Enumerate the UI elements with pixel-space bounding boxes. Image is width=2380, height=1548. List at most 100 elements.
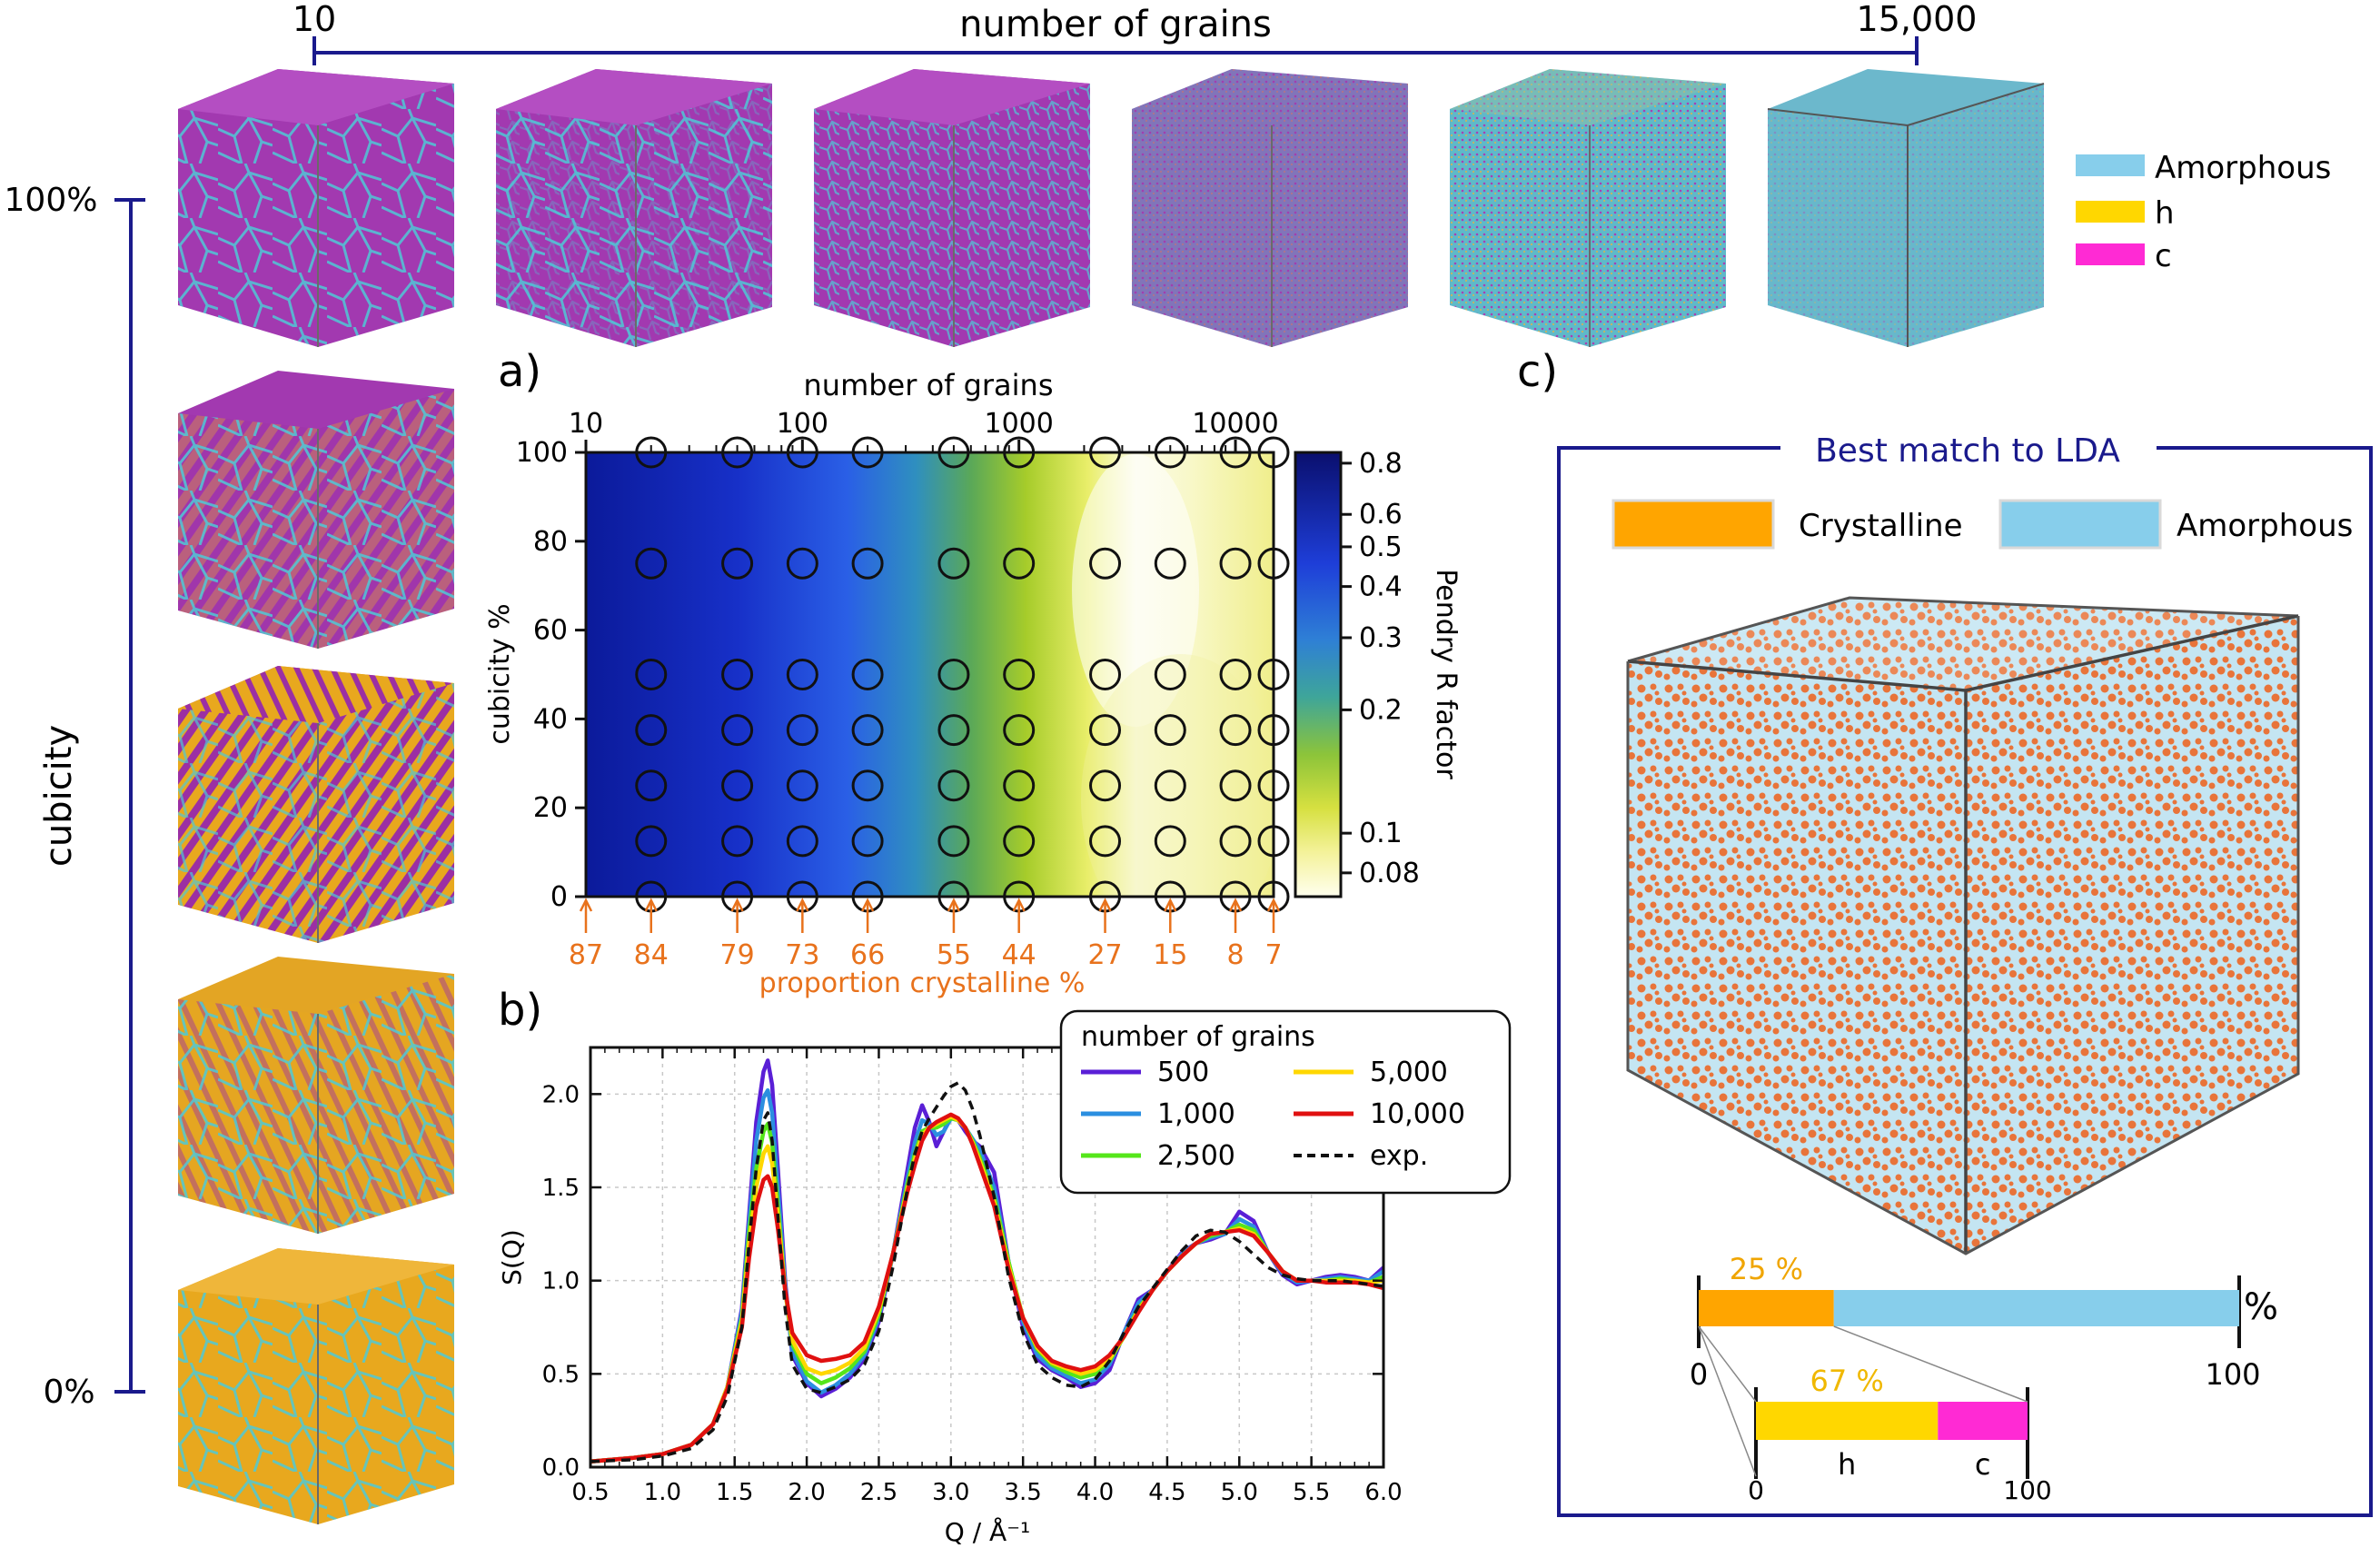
cube-cubicity-25 [178, 957, 454, 1234]
crystalline-pct-label: 66 [850, 939, 885, 971]
sq-series [590, 1058, 1383, 1464]
sq-legend-label: 2,500 [1157, 1140, 1235, 1172]
crystalline-pct-label: 84 [634, 939, 669, 971]
sq-x-tick-label: 1.0 [644, 1479, 681, 1506]
sample-circle [937, 825, 970, 858]
top-axis-title: number of grains [959, 4, 1272, 45]
sub-bar-h-label: h [1838, 1447, 1856, 1482]
heatmap-y-tick-label: 0 [550, 881, 568, 913]
sample-circle [1089, 825, 1122, 858]
cube-column-left [178, 371, 454, 1524]
crystalline-pct-label: 44 [1002, 939, 1036, 971]
sq-legend-title: number of grains [1081, 1021, 1315, 1053]
sq-x-tick-label: 3.5 [1005, 1479, 1042, 1506]
sq-legend-label: 500 [1157, 1057, 1209, 1088]
main-bar-unit: % [2244, 1286, 2278, 1328]
side-axis: 100% 0% cubicity [5, 182, 145, 1411]
sq-x-tick-label: 6.0 [1364, 1479, 1402, 1506]
cube-5000-grains [1450, 69, 1726, 347]
top-axis: 10 number of grains 15,000 [293, 0, 1978, 65]
sample-circle [1003, 547, 1036, 580]
side-axis-bottom-label: 0% [43, 1374, 94, 1411]
crystalline-pct-label: 8 [1226, 939, 1244, 971]
sample-circle [1089, 769, 1122, 802]
main-bar-start: 0 [1690, 1357, 1708, 1392]
colorbar: 0.8 0.60.5 0.4 0.3 0.2 0.1 0.08 [1294, 448, 1420, 898]
sample-circle [851, 825, 884, 858]
sample-circle [851, 659, 884, 690]
legend-crystalline-swatch [1611, 499, 1775, 550]
panel-b-label: b) [498, 985, 542, 1036]
sample-circle [1089, 714, 1122, 747]
cube-cubicity-75 [178, 371, 454, 649]
colorbar-tick-label: 0.08 [1359, 858, 1420, 889]
sq-x-tick-label: 2.0 [788, 1479, 825, 1506]
cube-cubicity-0 [178, 1248, 454, 1524]
colorbar-tick-label: 0.6 [1359, 499, 1403, 531]
panel-c-label: c) [1517, 346, 1558, 397]
cube-10-grains [178, 69, 454, 347]
heatmap-y-tick-label: 60 [533, 615, 568, 647]
sq-y-tick-label: 2.0 [542, 1081, 580, 1108]
sample-circle [635, 714, 668, 747]
sq-series-line [590, 1081, 1383, 1464]
sq-frame [589, 1046, 1385, 1469]
colorbar-tick-label: 0.5 [1359, 531, 1403, 563]
sub-bar-c [1938, 1402, 2028, 1440]
sample-circle [786, 825, 818, 858]
sq-x-tick-label: 4.0 [1076, 1479, 1114, 1506]
sub-bar-h [1756, 1402, 1939, 1440]
sample-circle [1219, 769, 1252, 802]
sq-y-tick-label: 0.5 [542, 1361, 580, 1388]
heatmap-ylabel: cubicity % [484, 603, 516, 744]
sq-y-tick-label: 1.5 [542, 1175, 580, 1202]
colorbar-label: Pendry R factor [1430, 569, 1462, 779]
sq-x-tick-label: 3.0 [932, 1479, 969, 1506]
sq-axes: 0.5 1.0 1.5 2.0 2.5 3.0 3.5 4.0 4.5 5.0 5.5 6.00.00… [542, 1047, 1403, 1506]
legend-top: Amorphous h c [2076, 150, 2331, 274]
sample-circle [721, 714, 754, 747]
sq-x-tick-label: 0.5 [571, 1479, 609, 1506]
sample-circle [635, 769, 668, 802]
colorbar-tick-label: 0.8 [1359, 448, 1403, 480]
sample-circle [1003, 769, 1036, 802]
sample-circle [1219, 825, 1252, 858]
top-axis-right-label: 15,000 [1857, 0, 1978, 39]
legend-c-swatch [2076, 243, 2145, 265]
sample-circle [1154, 769, 1186, 802]
cube-20-grains [496, 69, 772, 347]
sample-circle [1003, 659, 1036, 690]
sample-circle [1089, 659, 1122, 690]
sample-circle [937, 659, 970, 690]
crystalline-bars: 0 100 % 0 100 25 % 67 % h c [1690, 1252, 2278, 1505]
sq-legend: number of grains 500 1,000 2,500 5,000 10,00… [1059, 1009, 1512, 1195]
colorbar-tick-label: 0.3 [1359, 622, 1403, 654]
main-bar-crystalline-label: 25 % [1730, 1252, 1803, 1286]
sub-bar-start: 0 [1748, 1475, 1764, 1505]
heatmap-y-tick-label: 80 [533, 526, 568, 558]
sample-circle [721, 825, 754, 858]
sample-circle [1154, 714, 1186, 747]
main-bar-end: 100 [2205, 1357, 2260, 1392]
heatmap-sample-markers [635, 436, 1290, 913]
crystalline-pct-label: 7 [1264, 939, 1282, 971]
sample-circle [1154, 547, 1186, 580]
sq-ylabel: S(Q) [497, 1229, 527, 1285]
heatmap-y-tick-label: 100 [516, 437, 568, 469]
heatmap-top-tick-label: 10 [569, 408, 603, 440]
heatmap-top-tick-label: 1000 [985, 408, 1054, 440]
legend-h-swatch [2076, 201, 2145, 223]
sub-bar-c-label: c [1975, 1447, 1991, 1482]
sample-circle [1003, 825, 1036, 858]
sample-circle [1219, 714, 1252, 747]
lda-cube [1626, 596, 2300, 1255]
cube-cubicity-50 [178, 666, 454, 943]
panel-c-title: Best match to LDA [1815, 432, 2120, 470]
sq-series-line [590, 1112, 1383, 1464]
sample-circle [1219, 547, 1252, 580]
cube-15000-grains [1767, 69, 2045, 347]
sq-y-tick-label: 0.0 [542, 1454, 580, 1482]
cube-100-grains [814, 69, 1090, 347]
sq-x-tick-label: 5.0 [1221, 1479, 1258, 1506]
